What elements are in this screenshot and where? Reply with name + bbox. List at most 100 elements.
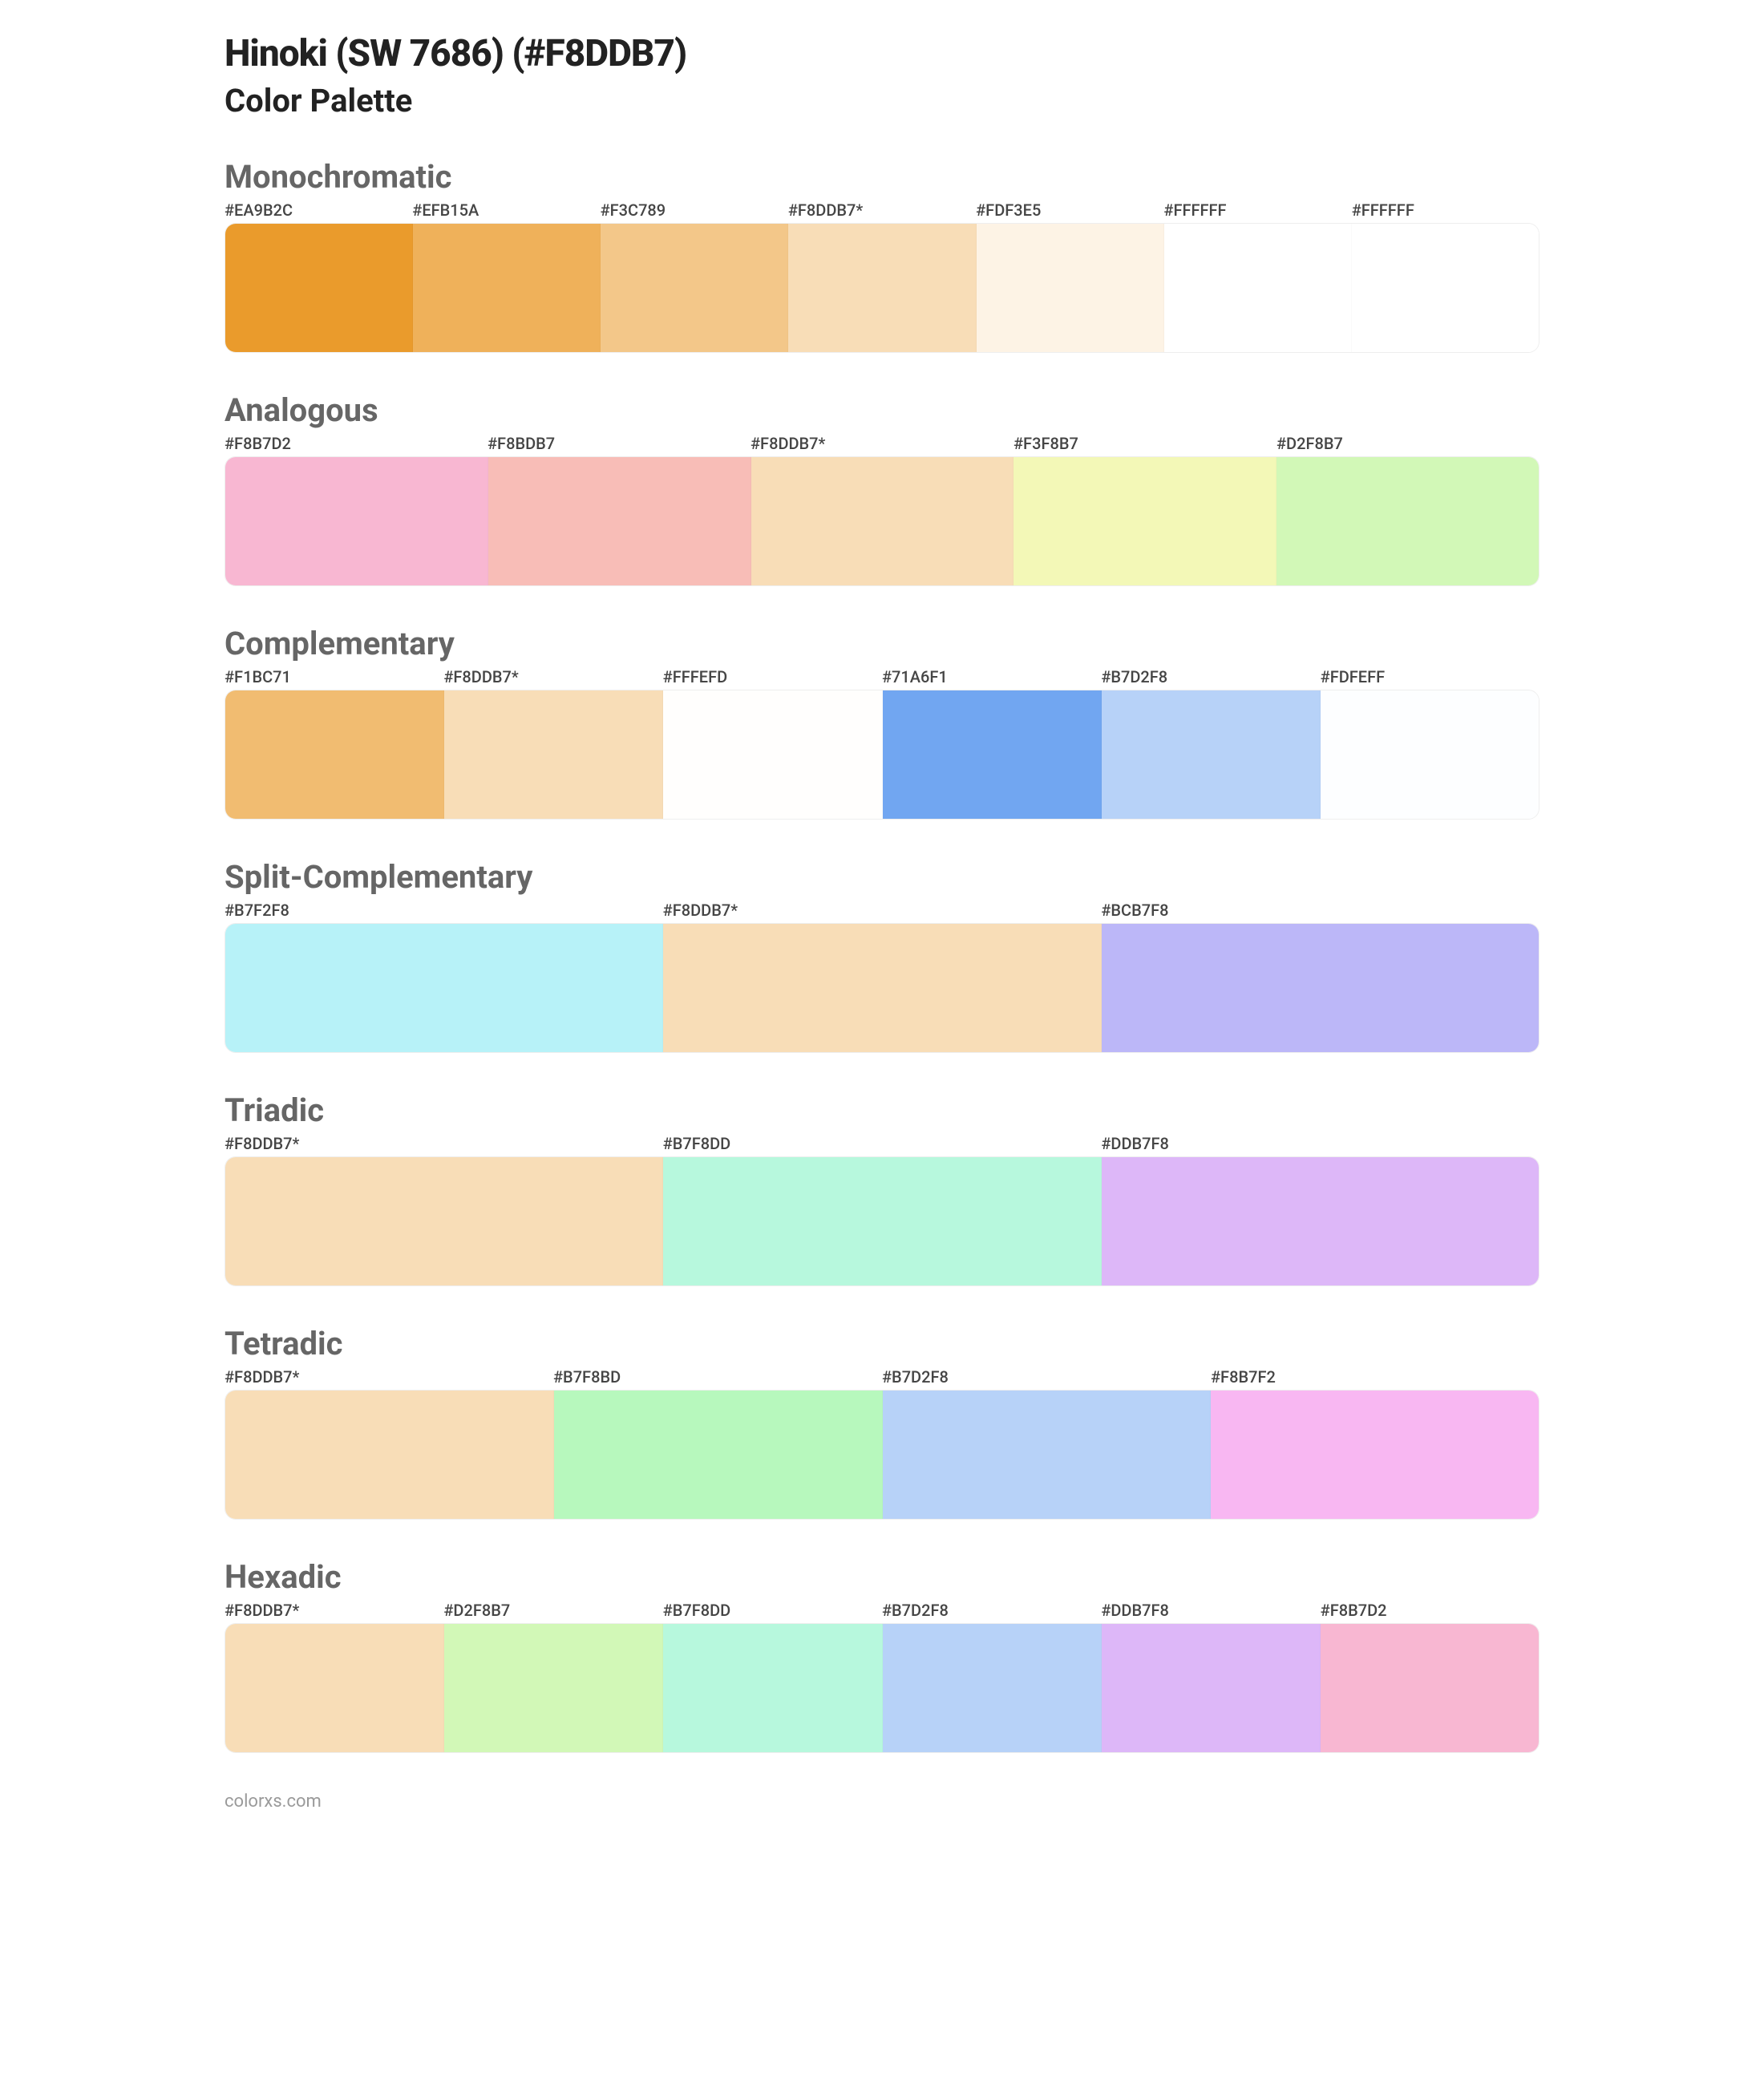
page-title: Hinoki (SW 7686) (#F8DDB7) [225,32,1539,75]
swatch-label: #FFFEFD [663,667,882,690]
color-swatch [225,1624,444,1752]
color-swatch [554,1391,883,1519]
color-swatch [225,924,663,1052]
section-title: Monochromatic [225,158,1539,196]
swatch-label: #F3F8B7 [1013,434,1276,456]
swatch-row [225,456,1539,586]
swatch-label: #B7D2F8 [882,1367,1211,1390]
palette-page: Hinoki (SW 7686) (#F8DDB7) Color Palette… [0,0,1764,1844]
swatch-label: #B7D2F8 [1101,667,1320,690]
swatch-label: #F8DDB7* [663,901,1102,923]
section-title: Split-Complementary [225,858,1539,896]
swatch-label: #DDB7F8 [1101,1134,1539,1156]
color-swatch [788,224,976,352]
palette-section: Monochromatic #EA9B2C#EFB15A#F3C789#F8DDB… [225,158,1539,353]
swatch-label: #F8B7D2 [1321,1601,1539,1623]
section-title: Complementary [225,625,1539,662]
color-swatch [601,224,788,352]
color-swatch [1276,457,1539,585]
color-swatch [751,457,1014,585]
color-swatch [225,457,488,585]
swatch-label: #F8DDB7* [225,1367,553,1390]
swatch-label: #B7F8BD [553,1367,882,1390]
swatch-labels-row: #F8DDB7*#B7F8DD#DDB7F8 [225,1134,1539,1156]
swatch-labels-row: #F1BC71#F8DDB7*#FFFEFD#71A6F1#B7D2F8#FDF… [225,667,1539,690]
palette-section: Complementary #F1BC71#F8DDB7*#FFFEFD#71A6… [225,625,1539,820]
swatch-row [225,690,1539,820]
swatch-label: #D2F8B7 [1276,434,1539,456]
color-swatch [488,457,751,585]
swatch-row [225,1390,1539,1520]
swatch-label: #EFB15A [412,200,600,223]
swatch-labels-row: #EA9B2C#EFB15A#F3C789#F8DDB7*#FDF3E5#FFF… [225,200,1539,223]
color-swatch [977,224,1164,352]
color-swatch [1164,224,1352,352]
section-title: Triadic [225,1091,1539,1129]
color-swatch [883,1624,1102,1752]
page-subtitle: Color Palette [225,82,1539,119]
palette-section: Hexadic #F8DDB7*#D2F8B7#B7F8DD#B7D2F8#DDB… [225,1558,1539,1753]
color-swatch [444,690,663,819]
swatch-label: #F8DDB7* [751,434,1013,456]
swatch-label: #B7F8DD [663,1601,882,1623]
palette-section: Triadic #F8DDB7*#B7F8DD#DDB7F8 [225,1091,1539,1286]
color-swatch [883,690,1102,819]
swatch-label: #FDF3E5 [976,200,1163,223]
color-swatch [413,224,601,352]
section-title: Hexadic [225,1558,1539,1596]
swatch-label: #F8DDB7* [225,1134,663,1156]
color-swatch [663,1157,1101,1285]
swatch-row [225,1156,1539,1286]
swatch-label: #F8BDB7 [488,434,751,456]
swatch-label: #B7F8DD [663,1134,1102,1156]
color-swatch [444,1624,663,1752]
color-swatch [1013,457,1276,585]
color-swatch [663,924,1101,1052]
swatch-label: #DDB7F8 [1101,1601,1320,1623]
swatch-label: #F8DDB7* [443,667,662,690]
color-swatch [1102,924,1539,1052]
swatch-label: #B7D2F8 [882,1601,1101,1623]
swatch-label: #EA9B2C [225,200,412,223]
swatch-labels-row: #F8DDB7*#B7F8BD#B7D2F8#F8B7F2 [225,1367,1539,1390]
section-title: Analogous [225,391,1539,429]
swatch-label: #FDFEFF [1321,667,1539,690]
swatch-labels-row: #F8B7D2#F8BDB7#F8DDB7*#F3F8B7#D2F8B7 [225,434,1539,456]
color-swatch [1321,1624,1539,1752]
color-swatch [225,1391,554,1519]
color-swatch [663,690,882,819]
color-swatch [663,1624,882,1752]
color-swatch [1102,1624,1321,1752]
swatch-label: #FFFFFF [1163,200,1351,223]
swatch-label: #FFFFFF [1352,200,1539,223]
color-swatch [1211,1391,1539,1519]
swatch-label: #BCB7F8 [1101,901,1539,923]
color-swatch [225,1157,663,1285]
color-swatch [225,224,413,352]
footer-credit: colorxs.com [225,1791,1539,1812]
swatch-label: #D2F8B7 [443,1601,662,1623]
color-swatch [1352,224,1539,352]
swatch-row [225,1623,1539,1753]
swatch-label: #F8DDB7* [788,200,976,223]
swatch-row [225,223,1539,353]
swatch-label: #F1BC71 [225,667,443,690]
swatch-label: #71A6F1 [882,667,1101,690]
color-swatch [1321,690,1539,819]
palette-section: Split-Complementary #B7F2F8#F8DDB7*#BCB7F… [225,858,1539,1053]
swatch-label: #B7F2F8 [225,901,663,923]
swatch-labels-row: #B7F2F8#F8DDB7*#BCB7F8 [225,901,1539,923]
palette-section: Tetradic #F8DDB7*#B7F8BD#B7D2F8#F8B7F2 [225,1325,1539,1520]
swatch-label: #F8DDB7* [225,1601,443,1623]
color-swatch [225,690,444,819]
palette-section: Analogous #F8B7D2#F8BDB7#F8DDB7*#F3F8B7#D… [225,391,1539,586]
swatch-label: #F8B7F2 [1211,1367,1539,1390]
swatch-label: #F3C789 [601,200,788,223]
color-swatch [883,1391,1212,1519]
swatch-label: #F8B7D2 [225,434,488,456]
color-swatch [1102,690,1321,819]
swatch-labels-row: #F8DDB7*#D2F8B7#B7F8DD#B7D2F8#DDB7F8#F8B… [225,1601,1539,1623]
section-title: Tetradic [225,1325,1539,1362]
palette-sections: Monochromatic#EA9B2C#EFB15A#F3C789#F8DDB… [225,158,1539,1753]
swatch-row [225,923,1539,1053]
